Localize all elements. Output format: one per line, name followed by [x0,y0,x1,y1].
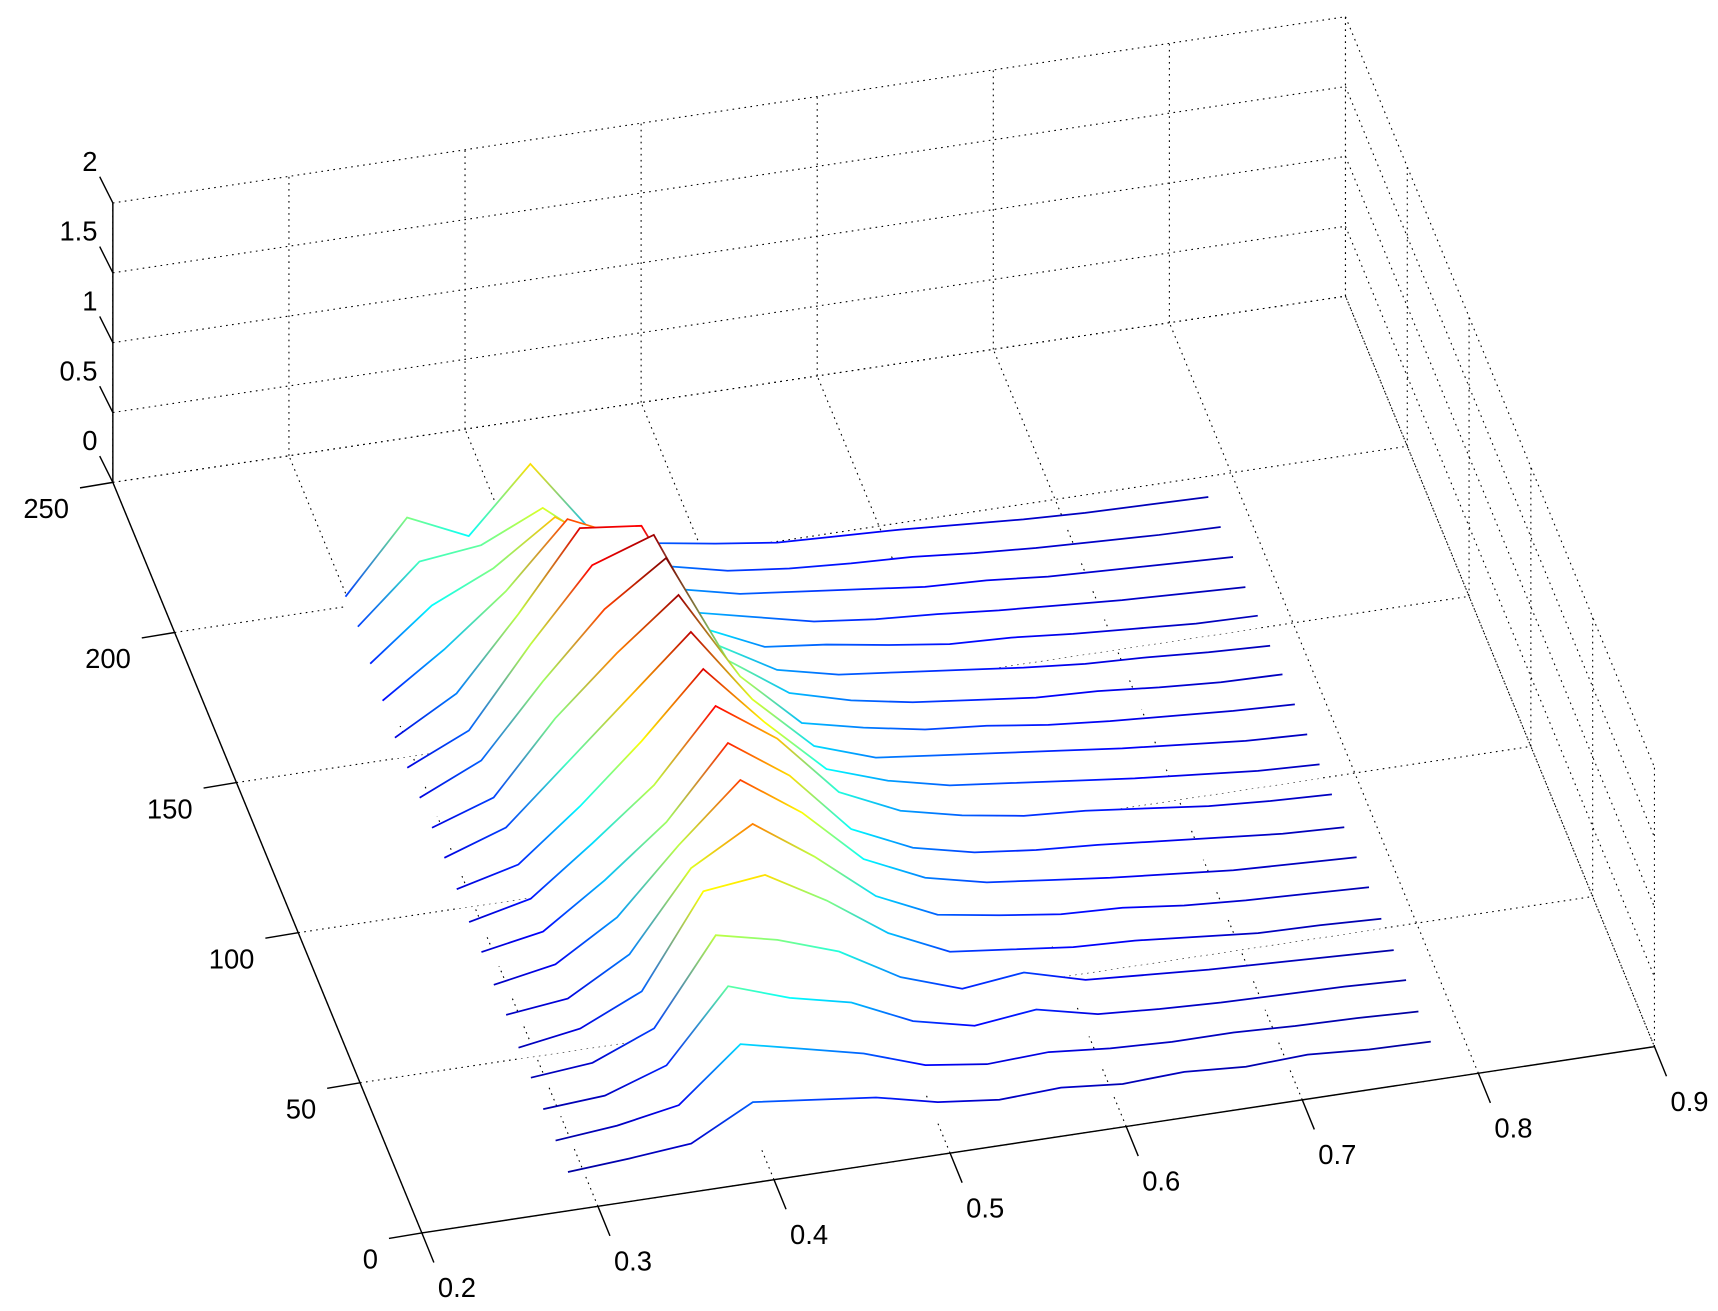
y-tick [327,1082,361,1089]
x-tick-label: 0.3 [614,1246,652,1277]
x-tick-label: 0.8 [1494,1112,1532,1143]
y-axis [112,482,423,1234]
x-tick [773,1179,787,1210]
y-tick [388,1232,422,1240]
waterfall-line [456,667,1320,891]
z-tick-label: 1 [82,285,97,316]
x-tick [1301,1099,1315,1130]
y-tick [203,781,237,789]
grid-line [112,155,1655,908]
y-tick [79,481,113,489]
x-tick [421,1232,435,1263]
grid-line [112,225,1655,978]
waterfall-line [555,1010,1419,1142]
waterfall-line [394,524,1258,739]
grid-line [298,467,1532,934]
grid-line [1168,43,1479,1074]
x-tick [1653,1046,1668,1077]
y-tick-label: 200 [85,643,131,674]
x-tick [1477,1072,1492,1104]
x-tick [949,1152,963,1183]
waterfall-line [518,874,1382,1049]
y-tick [141,631,175,639]
grid-line [112,16,1347,483]
waterfall-line [344,462,1209,598]
grid-line [359,617,1594,1084]
waterfall-line [357,506,1221,628]
y-tick [265,932,299,939]
z-tick [99,176,114,204]
waterfall-line [443,630,1308,859]
z-tick [99,316,114,344]
y-tick-label: 0 [363,1244,378,1275]
waterfall-line [369,515,1234,665]
x-tick-label: 0.5 [966,1192,1004,1223]
waterfall-line [505,822,1370,1016]
x-tick-label: 0.9 [1670,1086,1708,1117]
waterfall-line [543,979,1407,1110]
x-tick [597,1206,611,1237]
waterfall-line [481,741,1345,953]
y-tick-label: 50 [286,1094,316,1125]
z-tick-label: 0 [82,425,97,456]
waterfall-line [468,704,1333,923]
grid-line [992,69,1303,1101]
x-tick-label: 0.4 [790,1219,828,1250]
x-tick-label: 0.6 [1142,1166,1180,1197]
y-tick-label: 250 [23,493,69,524]
waterfall-line [419,556,1283,799]
waterfall-line [530,934,1394,1079]
x-tick-label: 0.2 [438,1272,476,1303]
y-tick-label: 100 [209,943,255,974]
z-tick [99,385,114,413]
x-tick-label: 0.7 [1318,1139,1356,1170]
grid-line [112,16,1655,768]
grid-line [640,123,951,1154]
hidden-line-mask [567,1041,1431,1179]
y-tick-label: 150 [147,793,193,824]
waterfall-line [382,518,1246,702]
grid-line [112,295,1655,1047]
grid-line [112,202,423,1234]
z-tick-label: 0.5 [59,355,97,386]
z-tick [99,455,114,483]
x-axis [421,1045,1655,1234]
z-tick [99,246,114,274]
x-tick [1125,1126,1139,1157]
z-tick-label: 2 [82,146,97,177]
grid-line [421,767,1655,1234]
waterfall-line [431,593,1295,829]
grid-line [288,176,599,1207]
waterfall-line [406,533,1271,769]
grid-line [112,86,1655,838]
grid-line [174,166,1408,634]
waterfall-line [567,1040,1431,1173]
waterfall-line [493,778,1357,986]
grid-line [236,316,1470,784]
grid-line [1344,16,1655,1047]
z-tick-label: 1.5 [59,216,97,247]
